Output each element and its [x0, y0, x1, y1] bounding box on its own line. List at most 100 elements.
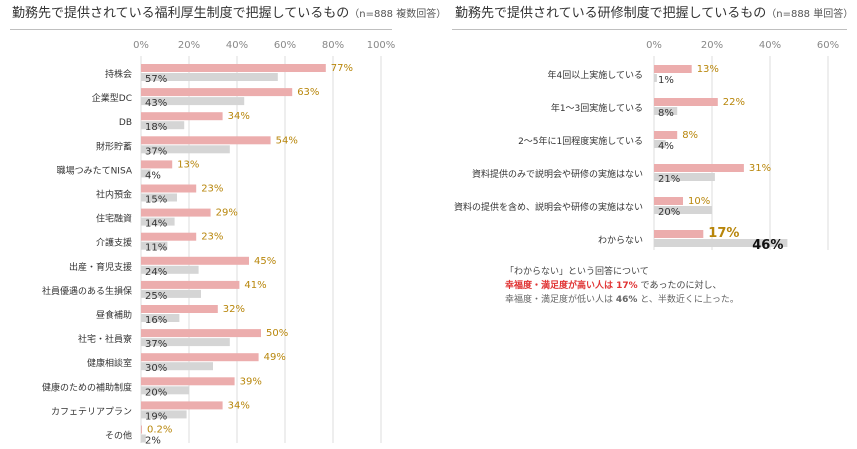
annotation-highlight-high: 幸福度・満足度が高い人は 17% — [505, 281, 638, 291]
left-bar-low — [141, 169, 151, 178]
right-title-note: （n=888 単回答） — [766, 9, 854, 20]
left-title-note: （n=888 複数回答） — [349, 9, 447, 20]
left-category-label: 職場つみたてNISA — [57, 164, 133, 176]
left-category-label: 健康相談室 — [87, 357, 132, 369]
left-tick-label: 40% — [226, 40, 248, 51]
left-value-label-low: 2% — [145, 436, 161, 447]
left-value-label-low: 57% — [145, 74, 167, 85]
left-title-text: 勤務先で提供されている福利厚生制度で把握しているもの — [12, 6, 350, 21]
left-category-label: 出産・育児支援 — [69, 261, 132, 273]
left-bar-low — [141, 338, 230, 347]
left-value-label-high: 0.2% — [147, 425, 172, 436]
left-value-label-high: 34% — [228, 111, 250, 122]
left-value-label-low: 24% — [145, 267, 167, 278]
right-category-label: 2～5年に1回程度実施している — [518, 135, 643, 147]
left-bar-low — [141, 73, 278, 81]
right-bar-high — [654, 164, 744, 172]
right-bar-low — [654, 140, 666, 148]
right-bar-high — [654, 197, 683, 205]
left-bar-high — [141, 112, 223, 121]
right-title-text: 勤務先で提供されている研修制度で把握しているもの — [455, 6, 767, 21]
left-value-label-high: 49% — [264, 352, 286, 363]
left-category-label: 昼食補助 — [96, 309, 132, 321]
annotation-line-2: 幸福度・満足度が高い人は 17% であったのに対し、 — [505, 279, 739, 293]
left-value-label-low: 19% — [145, 411, 167, 422]
annotation-line-2-rest: であったのに対し、 — [637, 281, 722, 291]
left-bar-high — [141, 232, 197, 241]
left-value-label-low: 16% — [145, 315, 167, 326]
left-tick-label: 0% — [133, 40, 149, 51]
left-bar-low — [141, 386, 189, 395]
right-value-label-high: 17% — [708, 226, 739, 241]
left-bar-high — [141, 305, 218, 313]
right-bar-low — [654, 173, 715, 181]
right-tick-label: 20% — [701, 40, 723, 51]
left-category-label: DB — [119, 118, 132, 128]
left-value-label-high: 63% — [297, 87, 319, 98]
left-value-label-high: 32% — [223, 304, 245, 315]
left-value-label-low: 37% — [145, 146, 167, 157]
left-category-label: 住宅融資 — [96, 213, 132, 225]
right-value-label-high: 31% — [749, 163, 771, 174]
right-bar-high — [654, 230, 704, 238]
left-tick-label: 80% — [322, 40, 344, 51]
left-category-label: 持株会 — [105, 68, 132, 80]
left-value-label-low: 25% — [145, 291, 167, 302]
left-value-label-high: 45% — [254, 256, 276, 267]
right-bar-high — [654, 98, 718, 106]
annotation-line-3: 幸福度・満足度が低い人は 46% と、半数近くに上った。 — [505, 293, 739, 307]
right-bar-high — [654, 131, 678, 139]
left-bar-high — [141, 280, 240, 289]
left-bar-low — [141, 121, 185, 130]
left-category-label: 社員優遇のある生損保 — [42, 285, 132, 297]
left-bar-low — [141, 289, 201, 298]
left-bar-low — [141, 265, 199, 274]
right-value-label-high: 8% — [682, 130, 698, 141]
right-value-label-low: 8% — [658, 108, 674, 119]
right-value-label-low: 4% — [658, 141, 674, 152]
right-value-label-high: 10% — [688, 196, 710, 207]
left-bar-low — [141, 314, 180, 322]
annotation-line-1: 「わからない」という回答について — [505, 267, 649, 277]
left-bar-high — [141, 353, 259, 362]
left-bar-high — [141, 377, 235, 386]
left-value-label-low: 11% — [145, 243, 167, 254]
left-tick-label: 100% — [367, 40, 396, 51]
left-value-label-low: 15% — [145, 195, 167, 206]
left-value-label-high: 23% — [201, 184, 223, 195]
right-value-label-low: 21% — [658, 174, 680, 185]
right-category-label: 年4回以上実施している — [548, 69, 643, 81]
right-tick-label: 0% — [646, 40, 662, 51]
right-category-label: 資料提供のみで説明会や研修の実施はない — [472, 168, 643, 180]
left-bar-low — [141, 145, 230, 154]
left-value-label-high: 23% — [201, 232, 223, 243]
left-value-label-low: 14% — [145, 219, 167, 230]
right-value-label-low: 20% — [658, 207, 680, 218]
left-value-label-high: 39% — [240, 376, 262, 387]
left-bar-high — [141, 425, 142, 434]
annotation-highlight-low: 46% — [615, 295, 638, 305]
left-category-label: 企業型DC — [92, 92, 132, 104]
left-value-label-high: 77% — [331, 63, 353, 74]
left-bar-high — [141, 329, 261, 338]
annotation-note: 「わからない」という回答について 幸福度・満足度が高い人は 17% であったのに… — [505, 265, 739, 307]
right-bar-high — [654, 65, 692, 73]
right-tick-label: 40% — [759, 40, 781, 51]
right-tick-label: 60% — [817, 40, 839, 51]
left-bar-low — [141, 193, 177, 202]
annotation-line-3-pre: 幸福度・満足度が低い人は — [505, 295, 616, 305]
left-bar-high — [141, 401, 223, 410]
left-bar-low — [141, 434, 146, 443]
right-bar-low — [654, 239, 788, 247]
left-bar-high — [141, 136, 271, 145]
right-category-label: 資料の提供を含め、説明会や研修の実施はない — [454, 201, 643, 213]
left-category-label: カフェテリアプラン — [51, 406, 132, 417]
right-bar-low — [654, 206, 712, 214]
left-bar-low — [141, 97, 245, 106]
right-value-label-high: 22% — [723, 97, 745, 108]
left-bar-low — [141, 241, 168, 250]
right-bar-low — [654, 107, 678, 115]
left-value-label-low: 30% — [145, 363, 167, 374]
left-category-label: 介護支援 — [96, 237, 132, 249]
